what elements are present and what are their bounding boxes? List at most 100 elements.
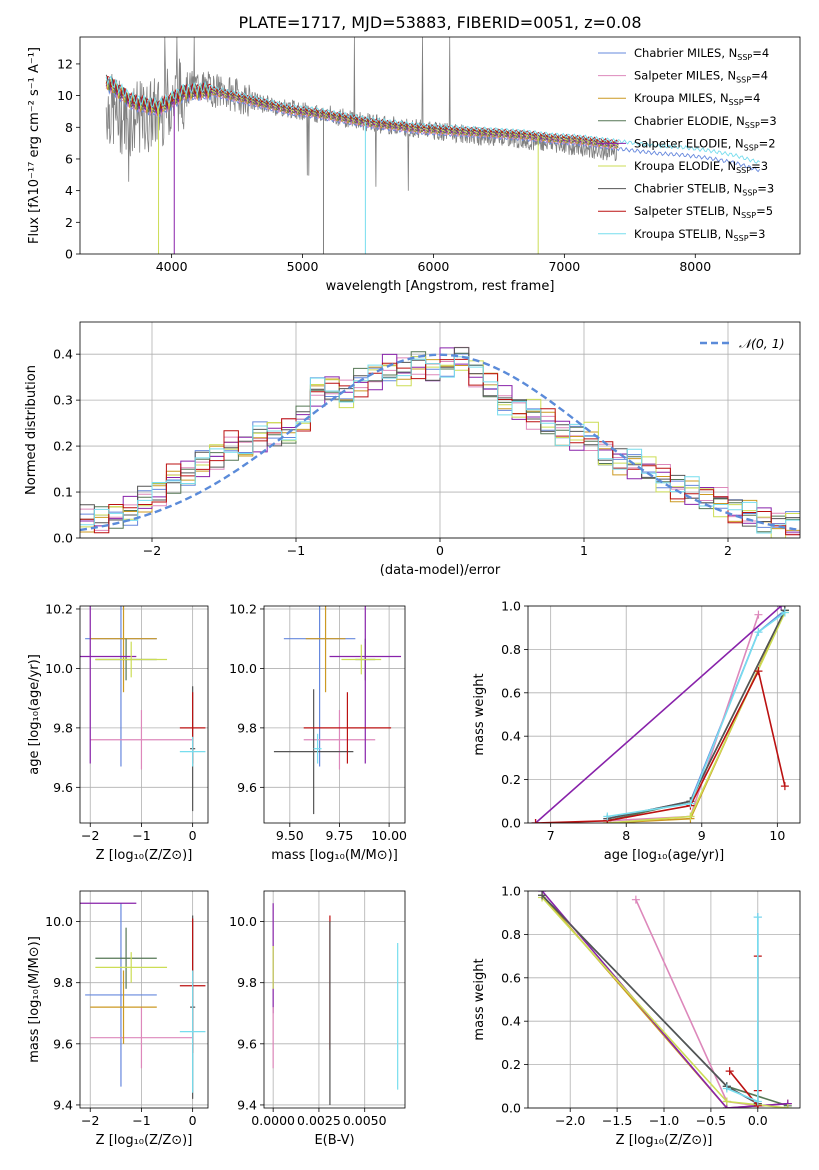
legend-nssp: =2 — [759, 136, 776, 150]
legend-subscript: SSP — [741, 211, 756, 220]
y-tick-label: 0 — [65, 247, 73, 262]
panel-mass-vs-z: −2 −1 0 9.4 9.6 9.8 10.0 Z [log₁₀(Z/Z⊙)] mass [l… — [27, 890, 209, 1148]
x-axis-label: Z [log₁₀(Z/Z⊙)] — [96, 1133, 193, 1148]
x-tick-label: 8000 — [679, 259, 711, 274]
legend-label: Salpeter MILES, N — [634, 69, 736, 83]
weight-marker — [754, 610, 763, 619]
legend-subscript: SSP — [742, 189, 757, 198]
x-tick-label: 4000 — [156, 259, 188, 274]
y-tick-label: 0.0 — [501, 816, 521, 831]
figure-title: PLATE=1717, MJD=53883, FIBERID=0051, z=0… — [238, 13, 641, 32]
x-tick-label: 0.0 — [748, 1113, 768, 1128]
legend-subscript: SSP — [736, 76, 751, 85]
x-tick-label: −1.0 — [649, 1113, 679, 1128]
axes-frame — [263, 890, 406, 1109]
weight-marker — [783, 1104, 792, 1108]
y-tick-label: 0.6 — [501, 685, 521, 700]
y-tick-label: 9.8 — [237, 975, 257, 990]
weight-marker — [780, 782, 789, 791]
x-tick-label: −2.0 — [555, 1113, 585, 1128]
axes-frame — [79, 36, 801, 255]
weight-marker — [754, 628, 763, 637]
y-tick-label: 9.8 — [53, 720, 73, 735]
y-tick-label: 0.8 — [501, 927, 521, 942]
legend-entry: Chabrier ELODIE, NSSP=3 — [634, 114, 777, 130]
model-spectrum-line — [105, 75, 619, 144]
y-tick-label: 9.6 — [237, 780, 257, 795]
x-tick-label: 0 — [436, 543, 444, 558]
y-tick-label: 4 — [65, 183, 73, 198]
y-tick-label: 9.6 — [53, 1036, 73, 1051]
x-tick-label: 9.50 — [276, 828, 304, 843]
plot-area — [272, 903, 399, 1105]
y-tick-label: 0.0 — [53, 531, 73, 546]
legend-label: Kroupa ELODIE, N — [634, 159, 736, 173]
normal-distribution-curve — [80, 353, 800, 532]
x-tick-label: −1 — [287, 543, 305, 558]
weight-line — [541, 894, 789, 1107]
x-tick-label: 10 — [769, 828, 785, 843]
x-tick-label: 0 — [189, 828, 197, 843]
x-tick-label: −2 — [81, 828, 99, 843]
y-tick-label: 0.2 — [53, 439, 73, 454]
x-tick-label: 10.00 — [371, 828, 407, 843]
weight-marker — [686, 812, 695, 821]
weight-line — [535, 668, 786, 823]
weight-marker — [538, 891, 547, 900]
panel-age-vs-mass: 9.50 9.75 10.00 9.6 9.8 10.0 10.2 mass [log₁₀(M… — [229, 601, 407, 863]
y-tick-label: 9.4 — [53, 1097, 73, 1112]
legend-label: Salpeter STELIB, N — [634, 204, 741, 218]
x-tick-label: 9 — [698, 828, 706, 843]
plot-area — [538, 891, 792, 1108]
legend-subscript: SSP — [734, 234, 749, 243]
legend-entry: Salpeter MILES, NSSP=4 — [634, 69, 768, 85]
x-axis-label: age [log₁₀(age/yr)] — [604, 848, 725, 863]
model-spectrum-line — [105, 81, 619, 149]
y-axis-label: Normed distribution — [24, 365, 39, 495]
legend-nssp: =3 — [757, 182, 774, 196]
legend-nssp: =5 — [756, 204, 773, 218]
y-axis-label: mass weight — [472, 958, 487, 1040]
axes-frame — [527, 605, 801, 824]
x-tick-label: 5000 — [287, 259, 319, 274]
legend-entry: Kroupa ELODIE, NSSP=3 — [634, 159, 768, 175]
legend-nssp: =4 — [752, 46, 769, 60]
y-tick-label: 0.8 — [501, 642, 521, 657]
weight-marker — [686, 799, 695, 808]
weight-marker — [754, 667, 763, 676]
y-tick-label: 10.0 — [45, 661, 73, 676]
legend: 𝒩(0, 1) — [700, 336, 785, 351]
legend-entry: Kroupa MILES, NSSP=4 — [634, 91, 760, 107]
weight-line — [541, 894, 788, 1108]
y-tick-label: 0.2 — [501, 772, 521, 787]
x-axis-label: E(B-V) — [314, 1133, 354, 1148]
model-spectrum-line — [105, 80, 761, 173]
x-tick-label: 9.75 — [326, 828, 354, 843]
y-axis-label: mass weight — [472, 673, 487, 755]
y-tick-label: 10.2 — [45, 601, 73, 616]
weight-line — [541, 891, 788, 1108]
weight-marker — [777, 606, 786, 610]
x-tick-label: 1 — [580, 543, 588, 558]
legend-entry: 𝒩(0, 1) — [739, 336, 785, 351]
legend-subscript: SSP — [737, 53, 752, 62]
legend-subscript: SSP — [745, 121, 760, 130]
legend-entry: Kroupa STELIB, NSSP=3 — [634, 227, 765, 243]
x-tick-label: 0 — [189, 1113, 197, 1128]
y-tick-label: 9.8 — [53, 975, 73, 990]
legend-label: Kroupa STELIB, N — [634, 227, 734, 241]
y-tick-label: 10.0 — [229, 914, 257, 929]
legend-nssp: =4 — [744, 91, 761, 105]
y-axis-label: age [log₁₀(age/yr)] — [27, 654, 42, 775]
y-tick-label: 0.6 — [501, 970, 521, 985]
x-tick-label: 0.0000 — [251, 1113, 295, 1128]
panel-residuals: −2 −1 0 1 2 0.0 0.1 0.2 0.3 0.4 (data-model)/error… — [24, 321, 801, 578]
legend-entry: Salpeter STELIB, NSSP=5 — [634, 204, 773, 220]
weight-marker — [780, 608, 789, 617]
x-axis-label: Z [log₁₀(Z/Z⊙)] — [96, 848, 193, 863]
x-axis-label: mass [log₁₀(M/M⊙)] — [271, 848, 398, 863]
y-tick-label: 12 — [57, 56, 73, 71]
weight-marker — [722, 1084, 731, 1093]
